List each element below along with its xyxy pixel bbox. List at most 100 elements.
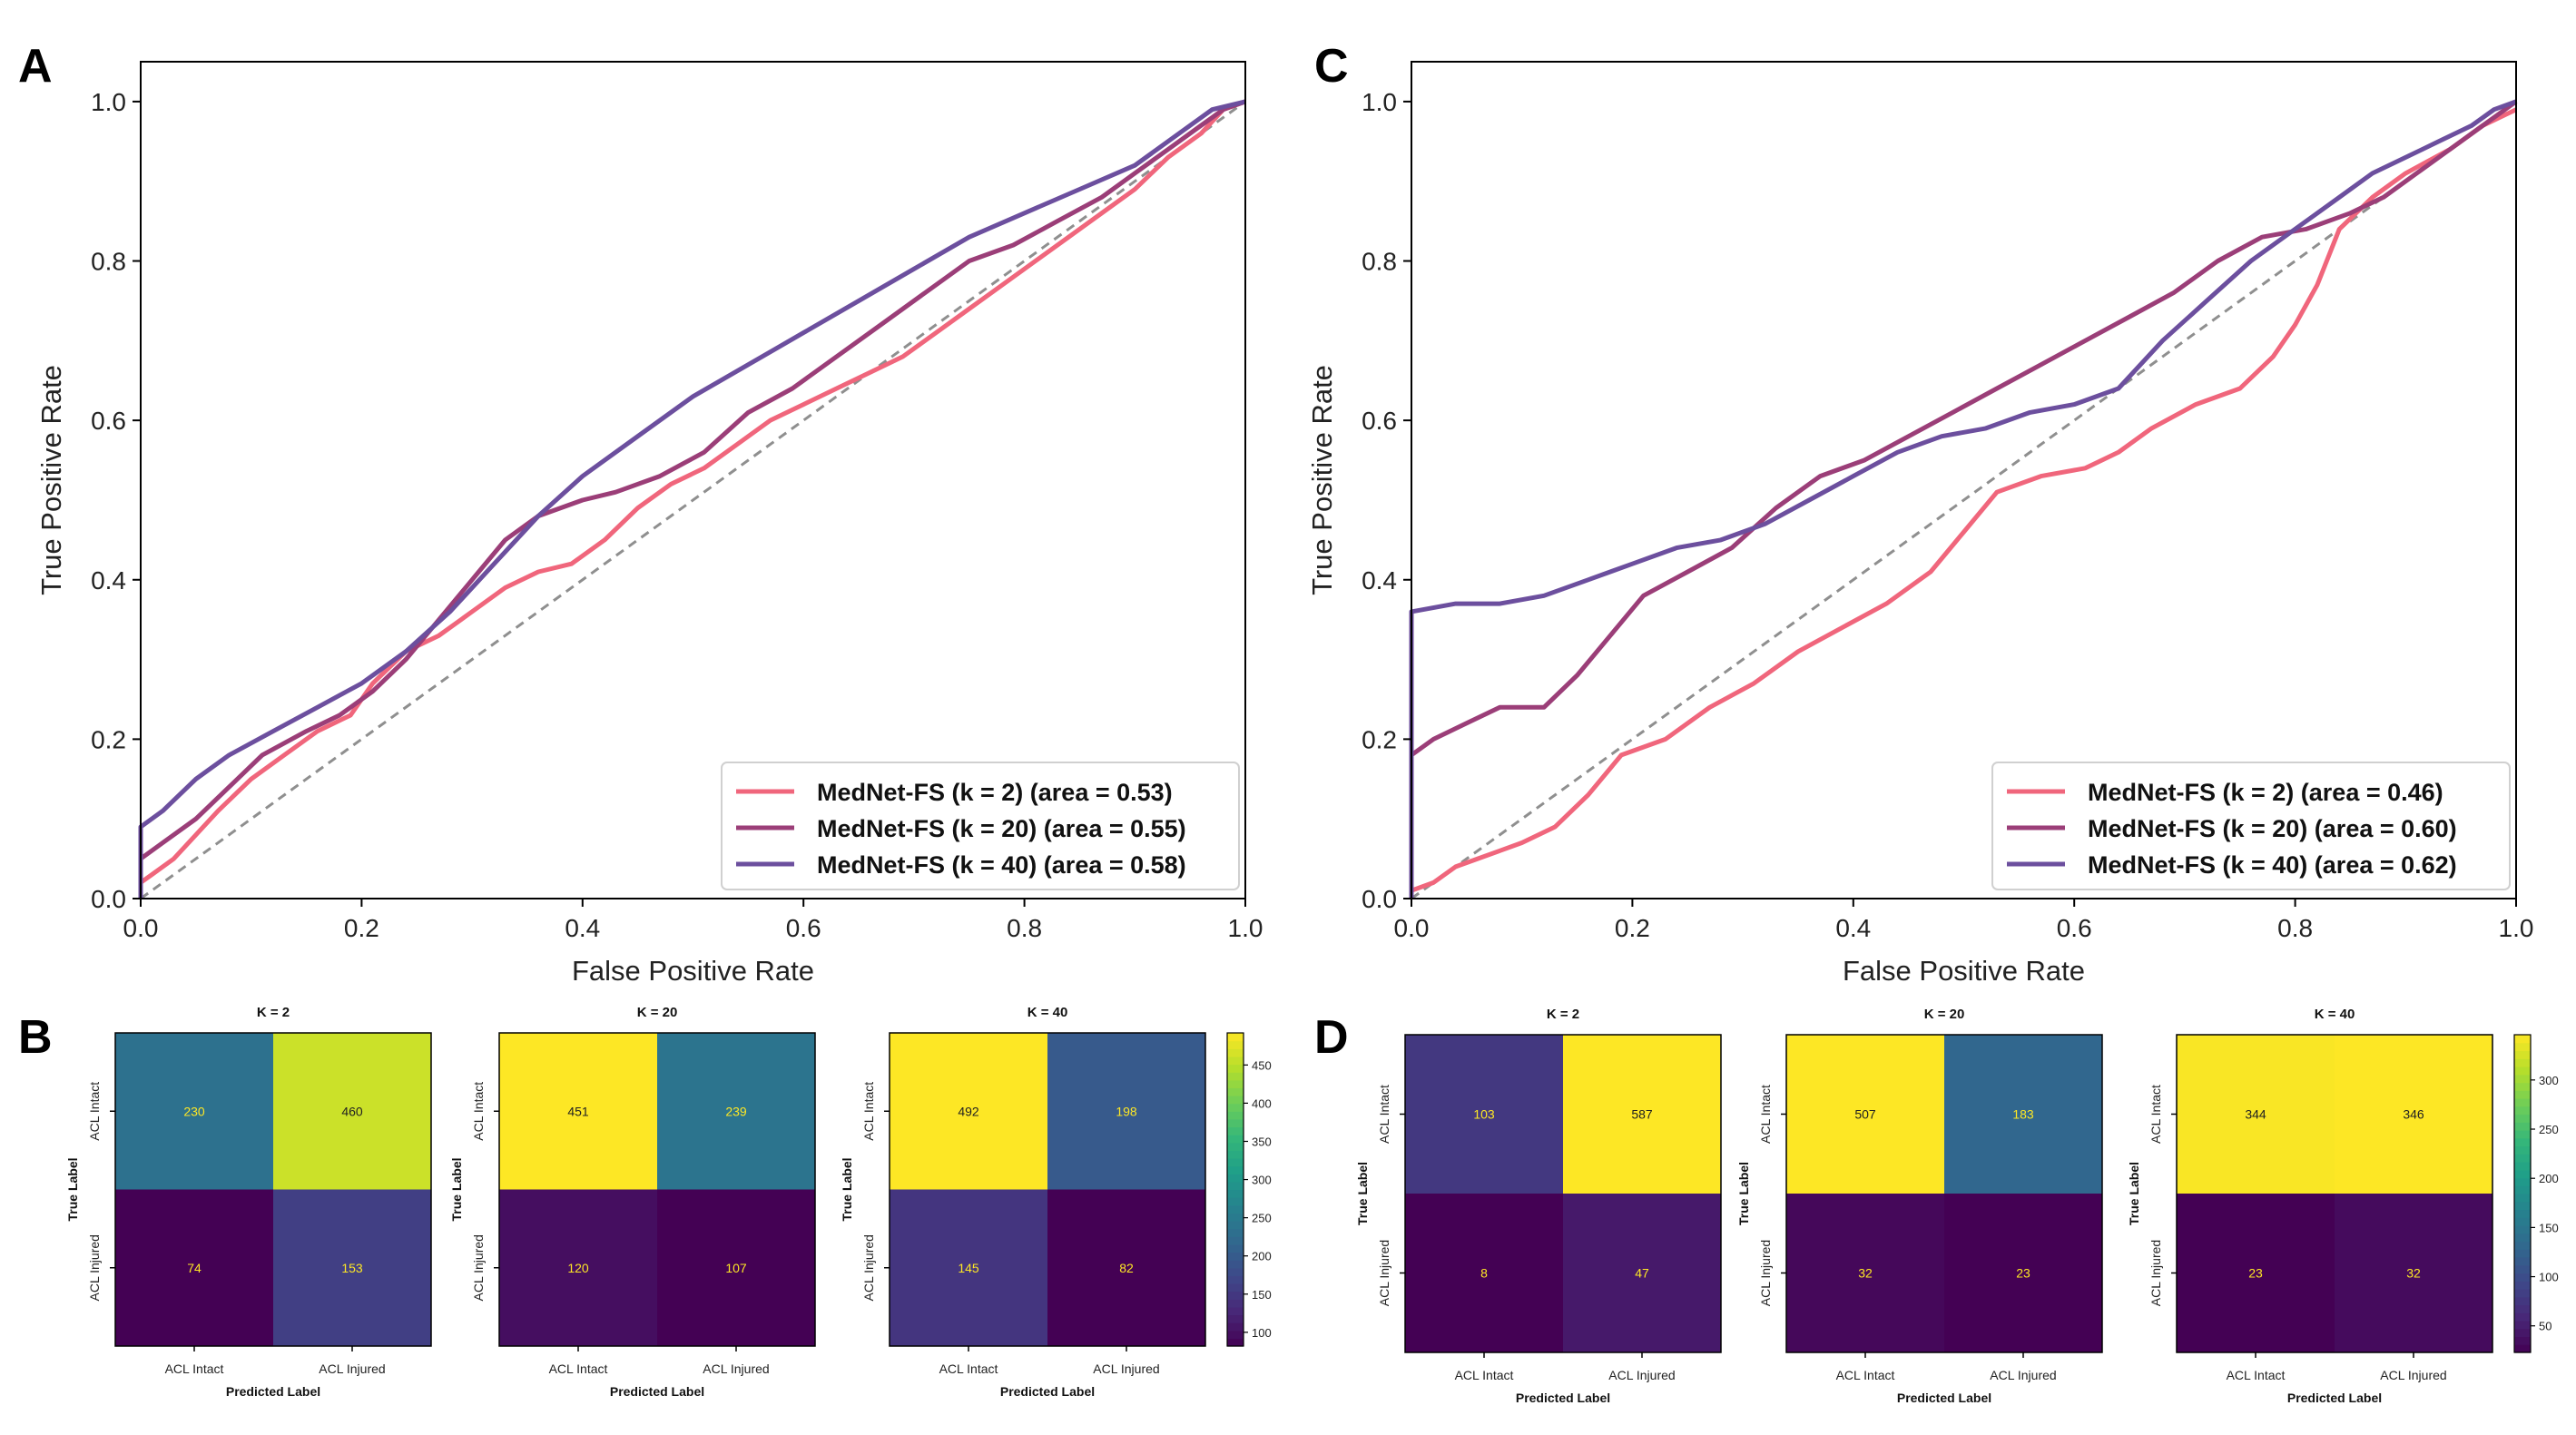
colorbar-tick-label: 100 (2539, 1271, 2559, 1284)
matrix-cell (1405, 1035, 1563, 1194)
colorbar-segment (2514, 1090, 2531, 1099)
colorbar-segment (1227, 1283, 1244, 1292)
y-tick-label: 0.2 (1362, 725, 1397, 753)
matrix-cell-count: 451 (567, 1104, 589, 1118)
row-label: ACL Injured (861, 1234, 876, 1301)
col-label: ACL Injured (1608, 1368, 1675, 1382)
colorbar-tick-label: 50 (2539, 1320, 2551, 1333)
colorbar-segment (2514, 1169, 2531, 1179)
row-label: ACL Intact (861, 1082, 876, 1141)
colorbar-segment (2514, 1177, 2531, 1186)
matrix-cell (2335, 1035, 2492, 1194)
matrix-cell-count: 120 (567, 1261, 589, 1275)
colorbar-segment (2514, 1066, 2531, 1076)
matrix-cell-count: 587 (1631, 1107, 1653, 1122)
matrix-cell (273, 1033, 431, 1190)
x-tick-label: 0.6 (2057, 914, 2092, 942)
colorbar-frame (1226, 1032, 1244, 1347)
colorbar-segment (1227, 1243, 1244, 1253)
matrix-cell-count: 460 (341, 1104, 363, 1118)
colorbar-segment (2514, 1296, 2531, 1306)
x-tick-label: 0.0 (1394, 914, 1430, 942)
true-label-axis-title: True Label (1736, 1162, 1751, 1225)
colorbar-segment (1227, 1306, 1244, 1316)
colorbar-segment (2514, 1321, 2531, 1330)
col-label: ACL Intact (2227, 1368, 2286, 1382)
col-label: ACL Injured (1990, 1368, 2056, 1382)
colorbar-segment (1227, 1135, 1244, 1144)
colorbar-segment (2514, 1082, 2531, 1091)
legend-entry-k2: MedNet-FS (k = 2) (area = 0.53) (817, 779, 1173, 806)
colorbar-tick-label: 200 (2539, 1172, 2559, 1185)
matrix-frame (1785, 1034, 2103, 1353)
row-label: ACL Intact (2148, 1085, 2163, 1144)
colorbar-segment (2514, 1217, 2531, 1226)
colorbar-segment (2514, 1289, 2531, 1298)
x-tick-label: 0.6 (786, 914, 821, 942)
matrix-title: K = 2 (1547, 1007, 1579, 1022)
colorbar-segment (2514, 1154, 2531, 1163)
col-label: ACL Intact (165, 1361, 224, 1376)
y-axis-label: True Positive Rate (35, 365, 67, 595)
colorbar-segment (2514, 1042, 2531, 1052)
colorbar-segment (1227, 1189, 1244, 1198)
colorbar-segment (1227, 1260, 1244, 1269)
predicted-label-axis-title: Predicted Label (1897, 1391, 1991, 1405)
colorbar-segment (1227, 1033, 1244, 1042)
colorbar-segment (1227, 1096, 1244, 1105)
colorbar-segment (1227, 1048, 1244, 1057)
predicted-label-axis-title: Predicted Label (2287, 1391, 2382, 1405)
colorbar-segment (1227, 1118, 1244, 1128)
row-label: ACL Injured (2148, 1240, 2163, 1306)
row-label: ACL Injured (1377, 1240, 1391, 1306)
colorbar-segment (2514, 1225, 2531, 1234)
colorbar-segment (2514, 1145, 2531, 1155)
colorbar-segment (1227, 1103, 1244, 1112)
plot-frame (1411, 61, 2517, 899)
colorbar-segment (2514, 1344, 2531, 1353)
colorbar-segment (1227, 1126, 1244, 1135)
x-tick-label: 0.8 (2277, 914, 2313, 942)
col-label: ACL Injured (1093, 1361, 1159, 1376)
col-label: ACL Intact (549, 1361, 608, 1376)
diagonal-reference-line (1411, 100, 2517, 900)
colorbar-segment (2514, 1201, 2531, 1211)
colorbar-segment (2514, 1336, 2531, 1345)
colorbar-segment (2514, 1209, 2531, 1218)
y-tick-label: 0.8 (1362, 248, 1397, 276)
row-label: ACL Intact (1377, 1085, 1391, 1144)
colorbar-segment (1227, 1236, 1244, 1245)
colorbar-segment (2514, 1273, 2531, 1282)
col-label: ACL Intact (1836, 1368, 1895, 1382)
matrix-cell-count: 47 (1635, 1266, 1649, 1281)
col-label: ACL Injured (2380, 1368, 2446, 1382)
matrix-cell (2177, 1194, 2335, 1352)
col-label: ACL Injured (319, 1361, 385, 1376)
colorbar-segment (1227, 1299, 1244, 1308)
matrix-cell (115, 1189, 273, 1346)
y-tick-label: 0.6 (91, 407, 126, 435)
matrix-cell-count: 103 (1473, 1107, 1495, 1122)
matrix-frame (2176, 1034, 2493, 1353)
predicted-label-axis-title: Predicted Label (1000, 1384, 1095, 1399)
colorbar-segment (1227, 1228, 1244, 1237)
colorbar-segment (2514, 1304, 2531, 1313)
x-tick-label: 0.2 (344, 914, 379, 942)
panel-letter-d: D (1314, 1011, 1349, 1064)
matrix-cell (657, 1033, 815, 1190)
x-tick-label: 1.0 (1228, 914, 1263, 942)
matrix-cell-count: 346 (2403, 1107, 2424, 1122)
matrix-cell-count: 8 (1480, 1266, 1488, 1281)
row-label: ACL Intact (471, 1082, 486, 1141)
colorbar-segment (1227, 1221, 1244, 1230)
matrix-cell-count: 74 (187, 1261, 202, 1275)
matrix-cell (1786, 1194, 1944, 1352)
matrix-cell (499, 1033, 657, 1190)
y-tick-label: 0.0 (1362, 885, 1397, 913)
colorbar-segment (2514, 1106, 2531, 1116)
colorbar-segment (1227, 1330, 1244, 1339)
colorbar-segment (2514, 1035, 2531, 1044)
matrix-cell (1047, 1033, 1205, 1190)
y-tick-label: 0.6 (1362, 407, 1397, 435)
